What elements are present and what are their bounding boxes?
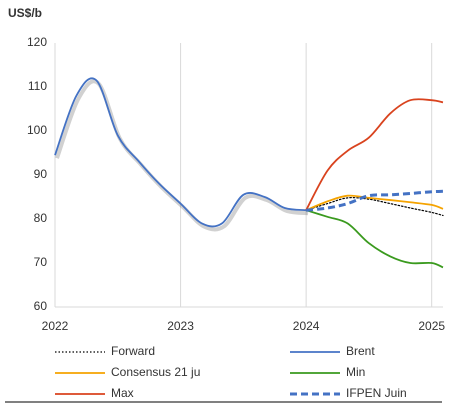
y-tick-label: 70 [34, 255, 48, 269]
x-tick-label: 2025 [418, 319, 445, 333]
series-line [305, 98, 444, 211]
legend-label: Consensus 21 ju [111, 365, 200, 379]
series-line [305, 209, 444, 269]
x-tick-label: 2022 [42, 319, 69, 333]
legend-label: Min [346, 365, 365, 379]
y-tick-label: 90 [34, 167, 48, 181]
y-tick-label: 110 [28, 79, 47, 93]
y-tick-label: 60 [34, 299, 48, 313]
y-tick-label: 120 [27, 35, 47, 49]
x-tick-label: 2023 [167, 319, 194, 333]
legend-label: Max [111, 386, 134, 400]
legend-label: IFPEN Juin [346, 386, 407, 400]
legend-label: Brent [346, 344, 375, 358]
x-tick-label: 2024 [293, 319, 320, 333]
y-axis-label: US$/b [8, 6, 42, 20]
line-shadow [55, 79, 309, 232]
series-line [54, 77, 307, 228]
y-tick-label: 100 [27, 123, 47, 137]
legend-label: Forward [111, 344, 155, 358]
series-line [305, 189, 444, 212]
y-tick-label: 80 [34, 211, 48, 225]
series-line [305, 194, 444, 212]
series-line [305, 197, 444, 217]
